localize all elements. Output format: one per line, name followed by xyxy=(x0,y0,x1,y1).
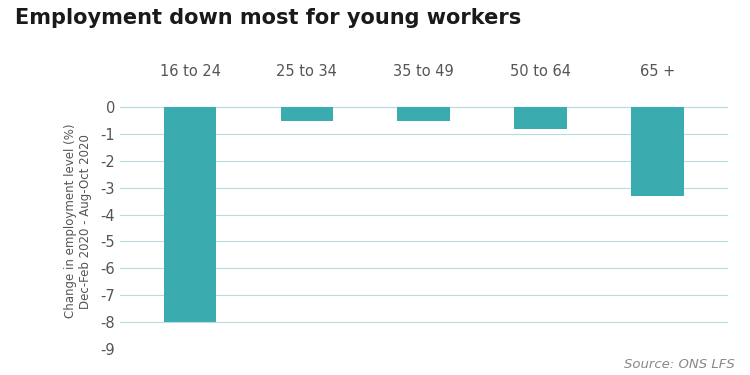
Bar xyxy=(514,107,567,129)
Y-axis label: Change in employment level (%)
Dec-Feb 2020 - Aug-Oct 2020: Change in employment level (%) Dec-Feb 2… xyxy=(64,124,92,318)
Text: 50 to 64: 50 to 64 xyxy=(510,64,571,79)
Text: Employment down most for young workers: Employment down most for young workers xyxy=(15,8,521,27)
Text: 65 +: 65 + xyxy=(640,64,675,79)
Text: 35 to 49: 35 to 49 xyxy=(394,64,454,79)
Bar xyxy=(631,107,684,196)
Text: Source: ONS LFS: Source: ONS LFS xyxy=(624,358,735,371)
Bar xyxy=(280,107,333,121)
Bar xyxy=(398,107,450,121)
Text: 16 to 24: 16 to 24 xyxy=(160,64,220,79)
Bar xyxy=(164,107,217,322)
Text: 25 to 34: 25 to 34 xyxy=(277,64,338,79)
